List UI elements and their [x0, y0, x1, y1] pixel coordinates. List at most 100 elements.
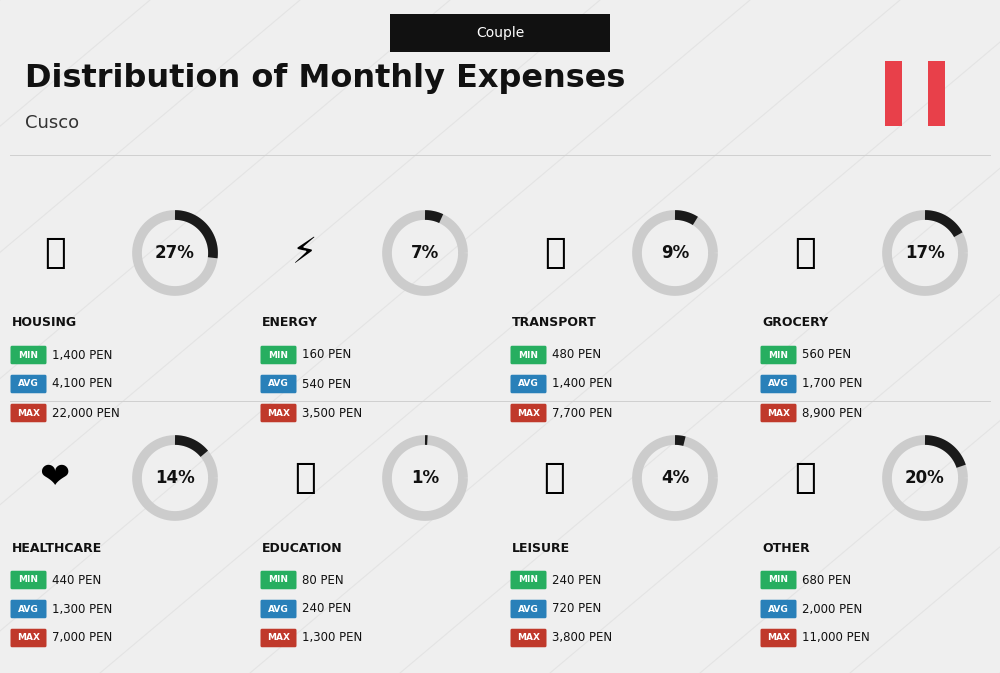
Text: 240 PEN: 240 PEN: [552, 573, 601, 586]
Text: ❤️: ❤️: [40, 461, 70, 495]
Text: 1,300 PEN: 1,300 PEN: [302, 631, 362, 645]
Text: 👜: 👜: [794, 461, 816, 495]
Text: 1,700 PEN: 1,700 PEN: [802, 378, 862, 390]
Text: AVG: AVG: [268, 604, 289, 614]
Text: 🏢: 🏢: [44, 236, 66, 270]
Text: 720 PEN: 720 PEN: [552, 602, 601, 616]
Text: MAX: MAX: [17, 409, 40, 417]
FancyBboxPatch shape: [511, 404, 547, 422]
FancyBboxPatch shape: [260, 404, 296, 422]
Text: 7,700 PEN: 7,700 PEN: [552, 406, 612, 419]
Text: 7%: 7%: [411, 244, 439, 262]
FancyBboxPatch shape: [761, 404, 797, 422]
Text: 160 PEN: 160 PEN: [302, 349, 351, 361]
Text: LEISURE: LEISURE: [512, 542, 570, 555]
Text: EDUCATION: EDUCATION: [262, 542, 343, 555]
Text: 1%: 1%: [411, 469, 439, 487]
Text: MIN: MIN: [268, 575, 288, 584]
FancyBboxPatch shape: [761, 600, 797, 618]
Text: AVG: AVG: [768, 604, 789, 614]
Text: AVG: AVG: [18, 604, 39, 614]
Text: MAX: MAX: [517, 633, 540, 643]
FancyBboxPatch shape: [511, 346, 547, 364]
FancyBboxPatch shape: [390, 14, 610, 52]
Text: MIN: MIN: [518, 351, 538, 359]
Text: 3,500 PEN: 3,500 PEN: [302, 406, 362, 419]
Text: 560 PEN: 560 PEN: [802, 349, 851, 361]
Text: MIN: MIN: [518, 575, 538, 584]
FancyBboxPatch shape: [761, 346, 797, 364]
Text: 80 PEN: 80 PEN: [302, 573, 344, 586]
Text: AVG: AVG: [518, 604, 539, 614]
Text: 20%: 20%: [905, 469, 945, 487]
Text: 480 PEN: 480 PEN: [552, 349, 601, 361]
Text: GROCERY: GROCERY: [762, 316, 828, 330]
Text: 3,800 PEN: 3,800 PEN: [552, 631, 612, 645]
Text: AVG: AVG: [518, 380, 539, 388]
Text: 4%: 4%: [661, 469, 689, 487]
Text: 540 PEN: 540 PEN: [302, 378, 351, 390]
Text: AVG: AVG: [18, 380, 39, 388]
Text: MAX: MAX: [267, 409, 290, 417]
Text: MAX: MAX: [517, 409, 540, 417]
Text: 8,900 PEN: 8,900 PEN: [802, 406, 862, 419]
Text: AVG: AVG: [768, 380, 789, 388]
FancyBboxPatch shape: [511, 375, 547, 393]
Text: MAX: MAX: [17, 633, 40, 643]
Text: MIN: MIN: [768, 575, 788, 584]
Text: MIN: MIN: [768, 351, 788, 359]
FancyBboxPatch shape: [10, 600, 46, 618]
Text: Couple: Couple: [476, 26, 524, 40]
Text: MIN: MIN: [19, 351, 38, 359]
Text: 🛒: 🛒: [794, 236, 816, 270]
Text: MAX: MAX: [267, 633, 290, 643]
Text: 1,400 PEN: 1,400 PEN: [552, 378, 612, 390]
FancyBboxPatch shape: [761, 571, 797, 590]
FancyBboxPatch shape: [761, 629, 797, 647]
FancyBboxPatch shape: [928, 61, 945, 125]
FancyBboxPatch shape: [260, 629, 296, 647]
Text: 2,000 PEN: 2,000 PEN: [802, 602, 862, 616]
FancyBboxPatch shape: [260, 600, 296, 618]
FancyBboxPatch shape: [10, 346, 46, 364]
Text: MAX: MAX: [767, 633, 790, 643]
FancyBboxPatch shape: [10, 375, 46, 393]
Text: OTHER: OTHER: [762, 542, 810, 555]
Text: 🚌: 🚌: [544, 236, 566, 270]
Text: 27%: 27%: [155, 244, 195, 262]
Text: MAX: MAX: [767, 409, 790, 417]
FancyBboxPatch shape: [10, 629, 46, 647]
Text: HOUSING: HOUSING: [12, 316, 77, 330]
FancyBboxPatch shape: [260, 571, 296, 590]
Text: Distribution of Monthly Expenses: Distribution of Monthly Expenses: [25, 63, 625, 94]
Text: 11,000 PEN: 11,000 PEN: [802, 631, 870, 645]
FancyBboxPatch shape: [511, 571, 547, 590]
Text: 🛍️: 🛍️: [544, 461, 566, 495]
FancyBboxPatch shape: [511, 600, 547, 618]
Text: 14%: 14%: [155, 469, 195, 487]
FancyBboxPatch shape: [511, 629, 547, 647]
Text: 680 PEN: 680 PEN: [802, 573, 851, 586]
Text: MIN: MIN: [268, 351, 288, 359]
FancyBboxPatch shape: [761, 375, 797, 393]
Text: 240 PEN: 240 PEN: [302, 602, 351, 616]
Text: ⚡: ⚡: [292, 236, 318, 270]
Text: 1,300 PEN: 1,300 PEN: [52, 602, 112, 616]
Text: 9%: 9%: [661, 244, 689, 262]
FancyBboxPatch shape: [885, 61, 902, 125]
Text: 17%: 17%: [905, 244, 945, 262]
Text: MIN: MIN: [19, 575, 38, 584]
FancyBboxPatch shape: [260, 375, 296, 393]
Text: HEALTHCARE: HEALTHCARE: [12, 542, 102, 555]
Text: 22,000 PEN: 22,000 PEN: [52, 406, 120, 419]
Text: TRANSPORT: TRANSPORT: [512, 316, 597, 330]
Text: AVG: AVG: [268, 380, 289, 388]
Text: 1,400 PEN: 1,400 PEN: [52, 349, 112, 361]
FancyBboxPatch shape: [10, 571, 46, 590]
Text: 🎓: 🎓: [294, 461, 316, 495]
Text: ENERGY: ENERGY: [262, 316, 318, 330]
Text: 440 PEN: 440 PEN: [52, 573, 101, 586]
FancyBboxPatch shape: [260, 346, 296, 364]
Text: 4,100 PEN: 4,100 PEN: [52, 378, 112, 390]
Text: Cusco: Cusco: [25, 114, 79, 132]
